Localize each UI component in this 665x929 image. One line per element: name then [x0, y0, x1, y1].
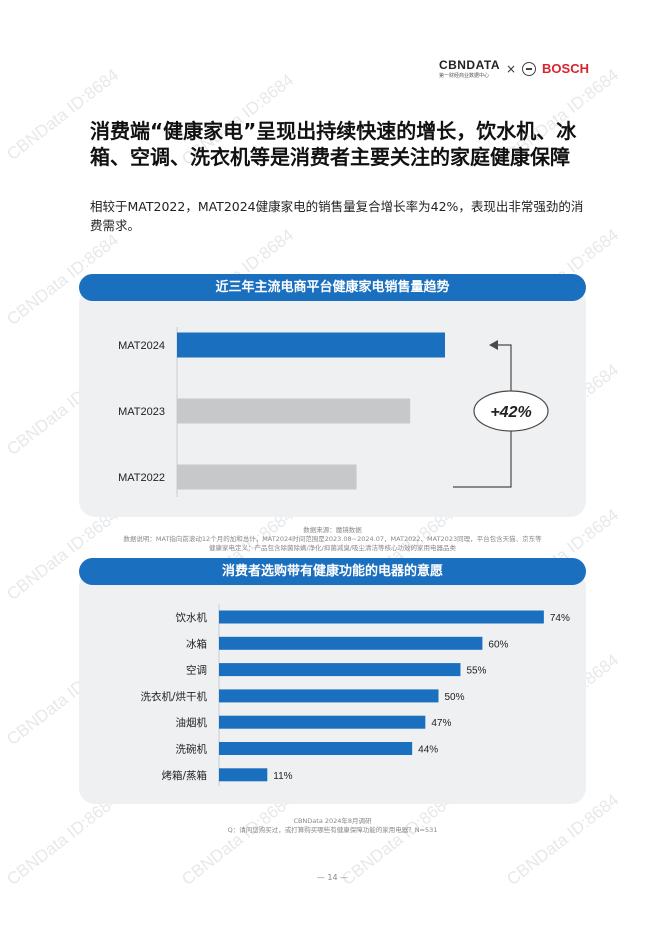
- chart2-category-label: 冰箱: [186, 637, 207, 650]
- chart2-bar-洗衣机/烘干机: [219, 689, 439, 703]
- chart1-bar-MAT2023: [177, 398, 411, 424]
- bosch-logo-text: BOSCH: [542, 61, 589, 76]
- chart2-title: 消费者选购带有健康功能的电器的意愿: [79, 558, 586, 585]
- chart1-category-label: MAT2023: [118, 406, 165, 418]
- chart2-source: CBNData 2024年8月调研 Q：请问您购买过，或打算购买哪些有健康保障功…: [79, 817, 586, 835]
- chart2-value-label: 50%: [445, 692, 465, 703]
- chart2-bar-饮水机: [219, 610, 544, 624]
- chart2-value-label: 74%: [550, 613, 570, 624]
- page-title: 消费端“健康家电”呈现出持续快速的增长，饮水机、冰箱、空调、洗衣机等是消费者主要…: [90, 119, 577, 169]
- chart2-category-label: 油烟机: [176, 716, 208, 729]
- chart2-bar-空调: [219, 663, 461, 677]
- chart1-title: 近三年主流电商平台健康家电销售量趋势: [79, 274, 586, 301]
- chart1-category-label: MAT2022: [118, 472, 165, 484]
- chart1-svg: MAT2024 MAT2023 MAT2022 +42%: [118, 327, 549, 497]
- chart1-bar-MAT2024: [177, 332, 445, 358]
- cbndata-logo-text: CBNDATA: [438, 58, 500, 72]
- page-subtitle: 相较于MAT2022，MAT2024健康家电的销售量复合增长率为42%，表现出非…: [90, 199, 584, 233]
- chart2-category-label: 洗碗机: [176, 743, 208, 756]
- chart2-bar-油烟机: [219, 715, 426, 729]
- header-logos: CBNDATA 第一财经商业数据中心 × BOSCH: [439, 58, 589, 79]
- chart1-source-line2: 数据说明：MAT指向前滚动12个月的加和总计，MAT2024时间范围是2023.…: [123, 535, 542, 543]
- chart2-category-label: 饮水机: [176, 611, 208, 624]
- chart1-source: 数据来源：魔镜数据 数据说明：MAT指向前滚动12个月的加和总计，MAT2024…: [79, 526, 586, 553]
- chart2-value-label: 47%: [431, 718, 451, 729]
- chart2-source-line1: CBNData 2024年8月调研: [293, 817, 372, 825]
- chart1-source-line1: 数据来源：魔镜数据: [303, 526, 362, 534]
- chart2-value-label: 44%: [418, 745, 438, 756]
- chart1-bar-MAT2022: [177, 464, 357, 490]
- chart1-growth-annotation: +42%: [490, 404, 531, 421]
- chart2-svg: 饮水机 74% 冰箱 60% 空调 55% 洗衣机/烘干机 50% 油烟机 47% 洗碗机 44% 烤箱…: [140, 604, 570, 786]
- page-number: — 14 —: [316, 873, 349, 882]
- chart2-value-label: 60%: [488, 639, 508, 650]
- chart2-bar-洗碗机: [219, 742, 413, 755]
- chart2-panel: [79, 571, 586, 804]
- chart2-value-label: 11%: [273, 771, 292, 782]
- chart2-category-label: 烤箱/蒸箱: [161, 769, 207, 782]
- chart1-category-label: MAT2024: [118, 340, 165, 352]
- chart2-bar-冰箱: [219, 636, 483, 650]
- chart1-arrow-head: [489, 340, 498, 350]
- chart2-category-label: 空调: [186, 664, 207, 677]
- bosch-emblem-icon: [522, 61, 537, 76]
- chart1-source-line3: 健康家电定义：产品包含除菌除螨/净化/抑菌减臭/吸尘清洁等核心功效的家用电器品类: [208, 544, 457, 552]
- cbndata-logo: CBNDATA 第一财经商业数据中心: [439, 58, 500, 79]
- chart2-bar-烤箱/蒸箱: [219, 768, 268, 782]
- chart2-source-line2: Q：请问您购买过，或打算购买哪些有健康保障功能的家用电器？N=531: [227, 826, 438, 834]
- collab-times: ×: [505, 61, 517, 76]
- chart2-category-label: 洗衣机/烘干机: [140, 690, 207, 703]
- chart2-value-label: 55%: [466, 666, 486, 677]
- chart1-growth-ellipse: [473, 390, 549, 432]
- cbndata-logo-subtext: 第一财经商业数据中心: [438, 73, 489, 79]
